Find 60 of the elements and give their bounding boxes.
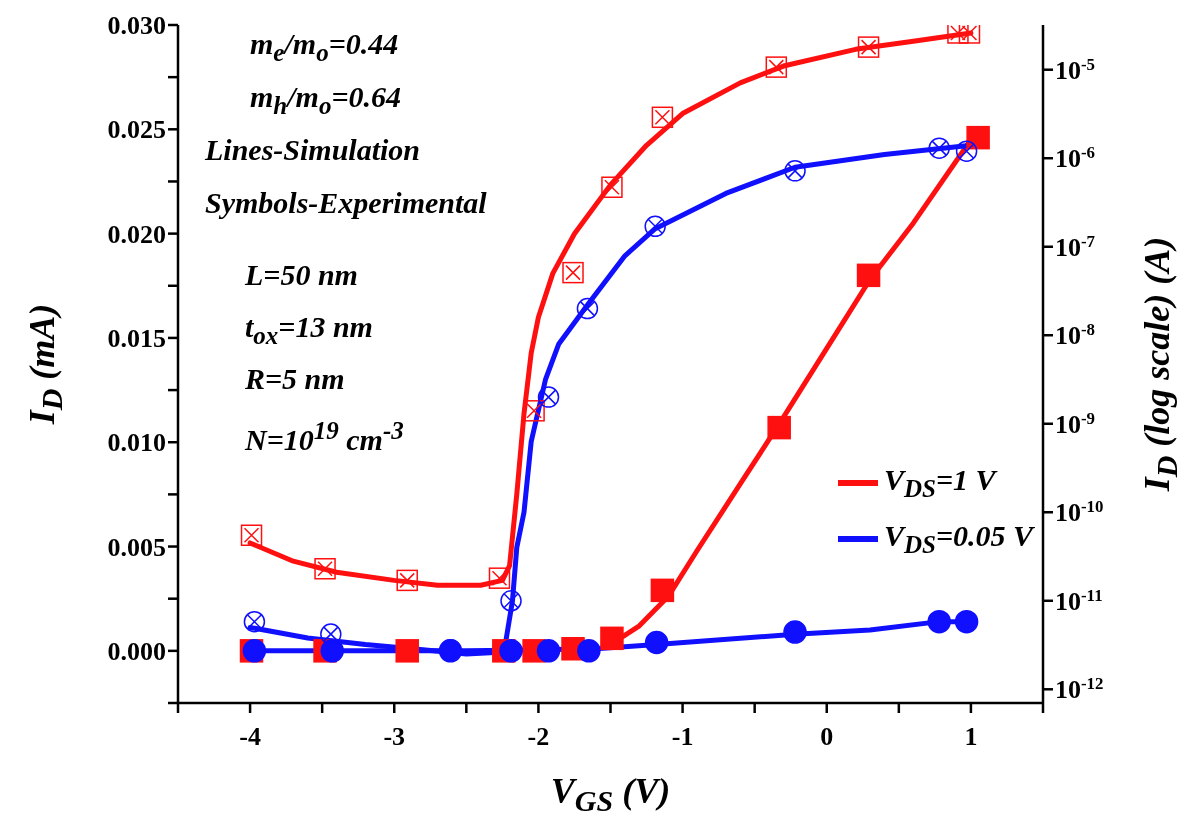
y2-tick-label: 10$^{-8}$ xyxy=(1055,319,1096,351)
point xyxy=(966,125,990,150)
point xyxy=(499,639,523,663)
point xyxy=(537,386,560,408)
point xyxy=(644,630,669,655)
point xyxy=(765,56,788,78)
annotation: L=50 nm xyxy=(245,257,358,293)
y-tick-label: 0.000 xyxy=(107,636,166,666)
x-axis-title: V$_{GS}$ (V) xyxy=(549,770,672,819)
point xyxy=(562,261,584,284)
legend-label: V$_{DS}$=1 V xyxy=(883,463,996,503)
point xyxy=(650,578,675,603)
point xyxy=(240,524,263,546)
x-tick-label: -3 xyxy=(383,722,406,751)
point xyxy=(783,620,807,644)
point xyxy=(857,36,880,58)
annotation: R=5 nm xyxy=(245,361,345,397)
y2-tick-label: 10$^{-5}$ xyxy=(1055,54,1096,85)
y2-tick-label: 10$^{-11}$ xyxy=(1055,585,1103,616)
point xyxy=(320,639,345,663)
x-tick-label: -4 xyxy=(239,722,261,751)
point xyxy=(395,639,419,663)
legend-label: V$_{DS}$=0.05 V xyxy=(883,519,1033,559)
y-tick-label: 0.020 xyxy=(107,219,166,249)
y2-tick-label: 10$^{-7}$ xyxy=(1055,231,1096,262)
point xyxy=(928,137,950,159)
annotation: N=10$^{19}$ cm$^{-3}$ xyxy=(245,416,404,458)
y-tick-label: 0.010 xyxy=(107,428,166,458)
point xyxy=(396,569,418,592)
point xyxy=(856,263,881,288)
point xyxy=(955,140,978,162)
y2-tick-label: 10$^{-9}$ xyxy=(1055,408,1096,439)
x-tick-label: -1 xyxy=(671,722,694,751)
annotation: Symbols-Experimental xyxy=(205,185,487,221)
point xyxy=(243,610,266,633)
point xyxy=(927,609,951,634)
point xyxy=(954,609,979,634)
x-tick-label: -2 xyxy=(527,722,550,751)
point xyxy=(320,623,342,645)
point xyxy=(576,297,599,320)
point xyxy=(314,558,336,580)
point xyxy=(767,415,791,440)
y2-tick-label: 10$^{-10}$ xyxy=(1055,496,1104,528)
point xyxy=(577,639,601,663)
point xyxy=(600,626,624,651)
y-tick-label: 0.005 xyxy=(107,532,166,562)
point xyxy=(651,106,674,129)
y2-tick-label: 10$^{-12}$ xyxy=(1055,673,1104,705)
y2-tick-label: 10$^{-6}$ xyxy=(1055,142,1096,174)
y-tick-label: 0.025 xyxy=(107,115,166,145)
annotation: t$_{ox}$=13 nm xyxy=(245,309,373,351)
y-tick-label: 0.015 xyxy=(107,323,166,353)
x-tick-label: 1 xyxy=(964,722,978,751)
annotation: m$_{h}$/m$_{o}$=0.64 xyxy=(250,79,402,121)
annotation: m$_{e}$/m$_{o}$=0.44 xyxy=(250,26,399,68)
x-tick-label: 0 xyxy=(820,722,834,751)
annotation: Lines-Simulation xyxy=(205,132,421,168)
point xyxy=(536,639,561,663)
y-tick-label: 0.030 xyxy=(107,11,166,40)
point xyxy=(784,160,806,182)
